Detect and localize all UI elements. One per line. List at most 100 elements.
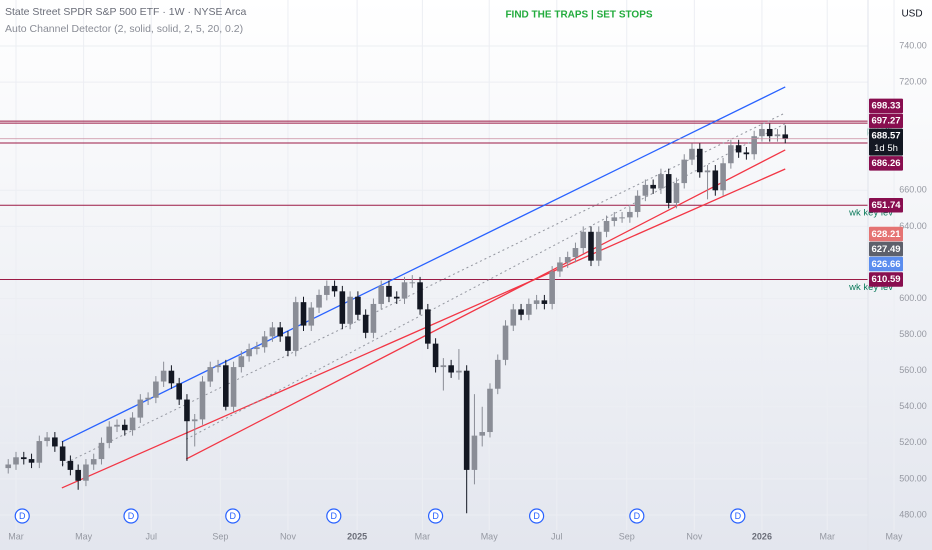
- candle-body: [766, 128, 773, 137]
- candle-body: [494, 359, 501, 389]
- candle-body: [106, 426, 113, 443]
- x-tick-label: 2026: [752, 531, 772, 541]
- candle-body: [339, 291, 346, 324]
- candle-body: [347, 296, 353, 324]
- candle-body: [137, 399, 144, 418]
- dividend-marker: [225, 508, 241, 524]
- candle-body: [254, 347, 260, 350]
- dividend-marker: [427, 508, 444, 524]
- candle-body: [665, 174, 672, 203]
- candle-body: [145, 397, 151, 400]
- candle-body: [285, 336, 291, 351]
- dividend-label: D: [432, 511, 439, 521]
- candle-body: [557, 262, 563, 272]
- y-tick-label: 720.00: [899, 76, 927, 86]
- price-label: 628.21: [871, 229, 901, 240]
- candle-body: [487, 388, 493, 433]
- candle-body: [619, 217, 625, 219]
- countdown-label: 1d 5h: [874, 143, 898, 154]
- candle-body: [44, 437, 50, 442]
- candle-body: [502, 325, 509, 360]
- x-tick-label: Mar: [8, 531, 24, 541]
- candle-body: [292, 302, 299, 351]
- candle-body: [448, 365, 454, 373]
- candle-body: [595, 231, 602, 261]
- candle-body: [456, 370, 462, 373]
- candle-body: [277, 327, 283, 337]
- candle-body: [541, 300, 548, 304]
- y-tick-label: 580.00: [899, 329, 927, 339]
- candle-body: [168, 370, 175, 384]
- candle-body: [331, 285, 338, 292]
- candle-body: [751, 136, 757, 155]
- price-label-box: [869, 113, 903, 129]
- y-tick-label: 600.00: [899, 293, 927, 303]
- price-label-box: [869, 197, 903, 213]
- x-tick-label: Nov: [686, 531, 703, 541]
- candle-body: [308, 307, 315, 326]
- candle-body: [370, 303, 377, 333]
- candle-body: [222, 365, 229, 407]
- candle-body: [696, 148, 703, 173]
- y-tick-label: 640.00: [899, 221, 927, 231]
- x-tick-label: Jul: [551, 531, 563, 541]
- candle-body: [378, 285, 385, 304]
- dividend-marker: [529, 508, 545, 524]
- price-label-box: [869, 226, 903, 242]
- candle-body: [650, 184, 656, 189]
- y-tick-label: 560.00: [899, 365, 927, 375]
- channel-line: [61, 86, 786, 443]
- indicator-label: Auto Channel Detector (2, solid, solid, …: [5, 23, 243, 35]
- price-label: 651.74: [871, 200, 901, 211]
- candle-body: [673, 183, 680, 203]
- dividend-label: D: [128, 511, 135, 521]
- chart-title: State Street SPDR S&P 500 ETF · 1W · NYS…: [5, 6, 247, 18]
- candle-body: [36, 441, 43, 463]
- candle-body: [471, 435, 478, 470]
- x-tick-label: May: [886, 531, 904, 541]
- candle-body: [704, 170, 711, 173]
- candle-body: [401, 282, 408, 299]
- price-label-box: [869, 128, 903, 156]
- candle-body: [658, 174, 664, 189]
- candle-body: [689, 148, 695, 160]
- channel-line: [185, 149, 786, 460]
- candle-body: [611, 217, 618, 221]
- candle-body: [316, 294, 322, 308]
- candle-body: [83, 464, 89, 481]
- candle-body: [533, 300, 540, 304]
- dividend-label: D: [533, 511, 540, 521]
- price-label-box: [869, 156, 903, 171]
- candle-body: [432, 343, 439, 368]
- y-tick-label: 540.00: [899, 401, 927, 411]
- candle-body: [90, 459, 97, 465]
- y-tick-label: 500.00: [899, 473, 927, 483]
- price-label: 627.49: [871, 244, 900, 255]
- candle-body: [324, 285, 330, 295]
- candle-body: [440, 365, 447, 368]
- candle-body: [735, 145, 742, 153]
- dividend-label: D: [19, 511, 26, 521]
- price-label-box: [869, 256, 903, 272]
- candle-body: [782, 134, 789, 139]
- candle-body: [518, 309, 524, 315]
- x-tick-label: May: [75, 531, 93, 541]
- banner: FIND THE TRAPS | SET STOPS: [505, 10, 652, 21]
- candle-body: [743, 152, 750, 155]
- candle-body: [28, 459, 35, 463]
- candle-body: [634, 195, 641, 212]
- level-label: wk key lev: [848, 208, 893, 219]
- currency: USD: [901, 9, 922, 20]
- candle-body: [191, 419, 198, 422]
- candle-body: [386, 285, 392, 297]
- candle-body: [774, 134, 781, 137]
- dividend-label: D: [735, 511, 742, 521]
- candle-body: [215, 365, 221, 368]
- candle-body: [603, 220, 610, 232]
- y-tick-label: 660.00: [899, 185, 927, 195]
- candle-body: [207, 367, 214, 382]
- candle-body: [588, 231, 594, 261]
- candle-body: [479, 432, 486, 436]
